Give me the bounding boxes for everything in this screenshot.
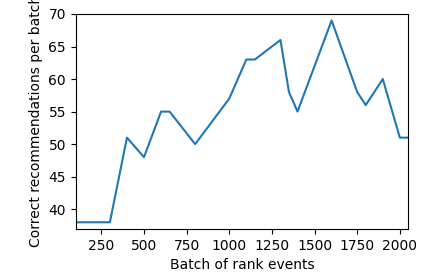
Y-axis label: Correct recommendations per batch: Correct recommendations per batch xyxy=(29,0,43,247)
X-axis label: Batch of rank events: Batch of rank events xyxy=(170,258,314,272)
